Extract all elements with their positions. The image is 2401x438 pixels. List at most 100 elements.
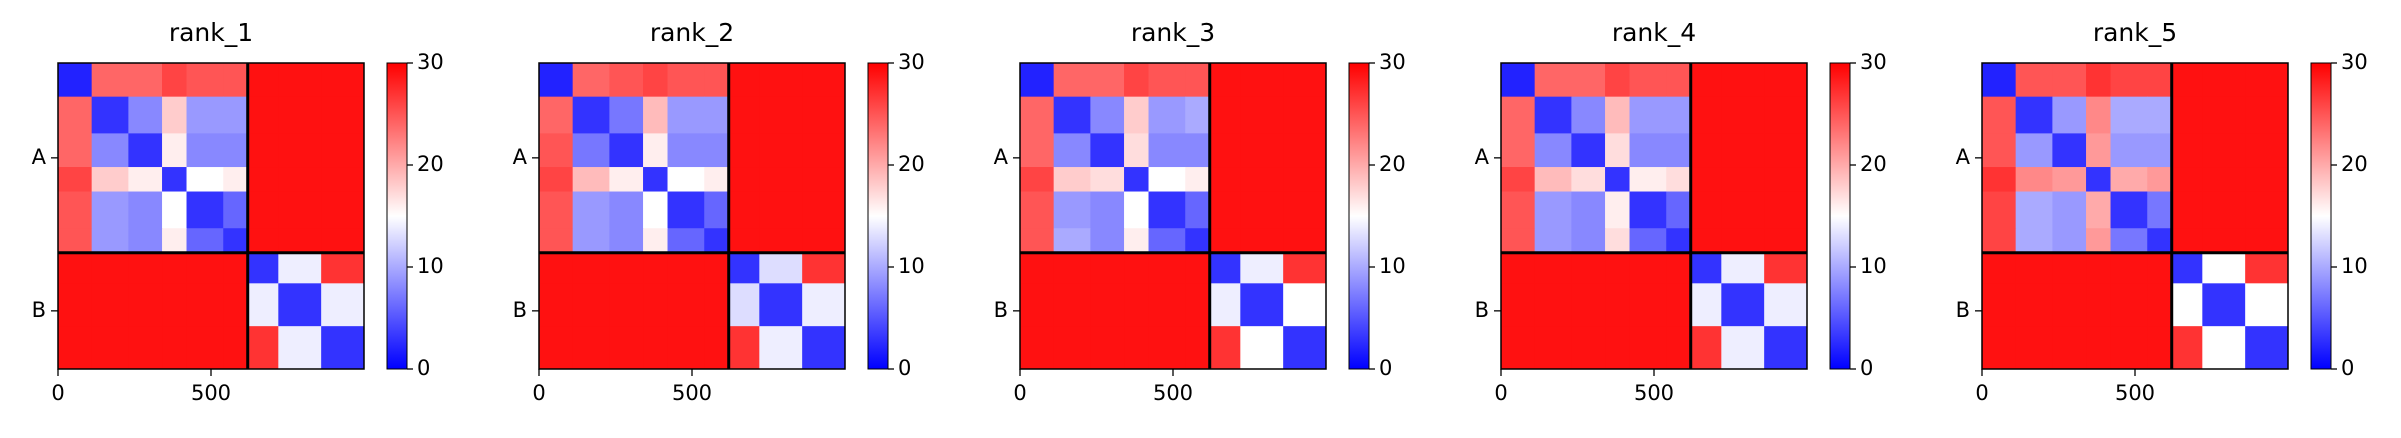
heatmap-cell bbox=[321, 228, 365, 254]
heatmap-cell bbox=[1501, 167, 1536, 193]
heatmap-cell bbox=[128, 228, 163, 254]
heatmap-cell bbox=[321, 133, 365, 168]
heatmap-cell bbox=[1666, 252, 1692, 284]
heatmap-cell bbox=[2171, 167, 2203, 193]
heatmap-cell bbox=[128, 283, 163, 327]
heatmap-cell bbox=[1666, 63, 1692, 98]
heatmap-cell bbox=[162, 167, 188, 193]
heatmap-cell bbox=[704, 133, 730, 168]
heatmap-cell bbox=[2086, 326, 2112, 370]
heatmap-cell bbox=[1090, 191, 1125, 229]
heatmap-cell bbox=[704, 191, 730, 229]
heatmap-cell bbox=[128, 252, 163, 284]
heatmap-cell bbox=[1721, 63, 1765, 98]
heatmap-cell bbox=[1124, 252, 1150, 284]
y-tick-label: B bbox=[994, 298, 1008, 322]
heatmap-cell bbox=[91, 252, 129, 284]
heatmap-cell bbox=[1185, 191, 1211, 229]
heatmap-cell bbox=[1571, 283, 1606, 327]
heatmap-cell bbox=[609, 96, 644, 134]
heatmap-cell bbox=[128, 133, 163, 168]
heatmap-cell bbox=[186, 326, 224, 370]
heatmap-cell bbox=[1982, 133, 2017, 168]
heatmap-cell bbox=[58, 191, 93, 229]
heatmap-cell bbox=[2245, 252, 2289, 284]
heatmap-cell bbox=[1605, 283, 1631, 327]
heatmap-cell bbox=[1764, 283, 1808, 327]
x-tick-label: 500 bbox=[2115, 381, 2155, 405]
heatmap-cell bbox=[247, 167, 279, 193]
heatmap-cell bbox=[1501, 191, 1536, 229]
heatmap-cell bbox=[1571, 63, 1606, 98]
heatmap-cell bbox=[2147, 228, 2173, 254]
heatmap-cell bbox=[1501, 63, 1536, 98]
colorbar-tick-label: 20 bbox=[417, 152, 444, 176]
heatmap-cell bbox=[1240, 167, 1284, 193]
heatmap-cell bbox=[1283, 283, 1327, 327]
heatmap-cell bbox=[223, 167, 249, 193]
heatmap-cell bbox=[539, 167, 574, 193]
heatmap-cell bbox=[1629, 326, 1667, 370]
heatmap-cell bbox=[572, 96, 610, 134]
heatmap-cell bbox=[1148, 326, 1186, 370]
heatmap-cell bbox=[1764, 252, 1808, 284]
heatmap-cell bbox=[2086, 96, 2112, 134]
heatmap-cell bbox=[321, 252, 365, 284]
y-tick-label: B bbox=[513, 298, 527, 322]
heatmap-cell bbox=[728, 191, 760, 229]
colorbar-tick-label: 0 bbox=[898, 356, 911, 380]
heatmap-cell bbox=[1240, 133, 1284, 168]
heatmap-cell bbox=[91, 191, 129, 229]
heatmap-cell bbox=[728, 96, 760, 134]
heatmap-cell bbox=[2052, 326, 2087, 370]
heatmap-cell bbox=[1185, 96, 1211, 134]
heatmap-cell bbox=[2015, 252, 2053, 284]
colorbar-tick-label: 10 bbox=[417, 254, 444, 278]
heatmap-cell bbox=[2052, 228, 2087, 254]
heatmap-cell bbox=[2086, 63, 2112, 98]
heatmap-cell bbox=[1605, 96, 1631, 134]
colorbar-tick-label: 0 bbox=[1860, 356, 1873, 380]
heatmap-cell bbox=[2147, 167, 2173, 193]
heatmap-cell bbox=[572, 283, 610, 327]
colorbar-tick-label: 30 bbox=[1379, 50, 1406, 74]
heatmap-cell bbox=[91, 96, 129, 134]
heatmap-cell bbox=[1020, 252, 1055, 284]
heatmap-cell bbox=[2147, 63, 2173, 98]
x-tick-label: 0 bbox=[1975, 381, 1988, 405]
y-tick-label: B bbox=[1956, 298, 1970, 322]
heatmap-cell bbox=[643, 63, 669, 98]
x-tick-label: 500 bbox=[672, 381, 712, 405]
heatmap-cell bbox=[704, 283, 730, 327]
heatmap-cell bbox=[278, 96, 322, 134]
colorbar-tick-label: 0 bbox=[1379, 356, 1392, 380]
heatmap-cell bbox=[247, 252, 279, 284]
heatmap-cell bbox=[609, 167, 644, 193]
heatmap-cell bbox=[1721, 133, 1765, 168]
heatmap-cell bbox=[1534, 133, 1572, 168]
heatmap-cell bbox=[1053, 326, 1091, 370]
heatmap-cell bbox=[58, 167, 93, 193]
heatmap-cell bbox=[1209, 191, 1241, 229]
heatmap-cell bbox=[802, 191, 846, 229]
heatmap-cell bbox=[128, 63, 163, 98]
heatmap-cell bbox=[2015, 63, 2053, 98]
colorbar-tick-label: 10 bbox=[898, 254, 925, 278]
heatmap-cell bbox=[2171, 326, 2203, 370]
heatmap-cell bbox=[91, 228, 129, 254]
heatmap-cell bbox=[247, 326, 279, 370]
heatmap-cell bbox=[1605, 167, 1631, 193]
x-tick-label: 0 bbox=[1494, 381, 1507, 405]
heatmap-cell bbox=[704, 167, 730, 193]
heatmap-cell bbox=[572, 63, 610, 98]
heatmap-cell bbox=[643, 167, 669, 193]
heatmap-cell bbox=[2171, 252, 2203, 284]
heatmap-cell bbox=[1185, 228, 1211, 254]
heatmap-cell bbox=[2171, 283, 2203, 327]
heatmap-cell bbox=[247, 63, 279, 98]
heatmap-cell bbox=[643, 133, 669, 168]
heatmap-cell bbox=[609, 326, 644, 370]
heatmap-cell bbox=[1283, 191, 1327, 229]
heatmap-cell bbox=[2086, 167, 2112, 193]
heatmap-cell bbox=[1209, 96, 1241, 134]
